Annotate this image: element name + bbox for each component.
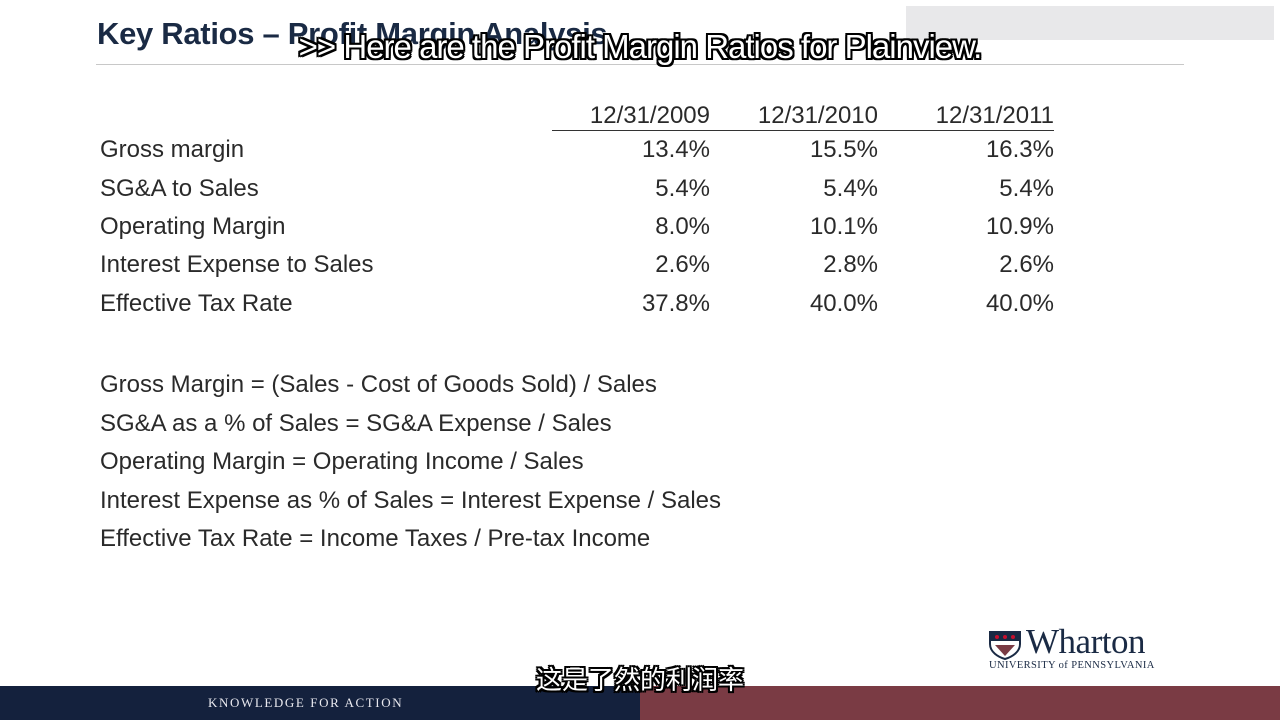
slide-title: Key Ratios – Profit Margin Analysis — [97, 16, 608, 51]
column-header-2009: 12/31/2009 — [552, 98, 710, 131]
formula-list: Gross Margin = (Sales - Cost of Goods So… — [100, 366, 721, 559]
formula-sga: SG&A as a % of Sales = SG&A Expense / Sa… — [100, 409, 612, 437]
logo-institution: UNIVERSITY of PENNSYLVANIA — [989, 660, 1155, 671]
table-cell: 15.5% — [809, 136, 878, 164]
table-cell: 37.8% — [641, 289, 710, 317]
table-row: Interest Expense to Sales 2.6% 2.8% 2.6% — [96, 246, 1054, 284]
watermark-overlay — [906, 6, 1274, 40]
table-cell: 10.9% — [985, 212, 1054, 240]
formula-gross-margin: Gross Margin = (Sales - Cost of Goods So… — [100, 371, 657, 398]
column-header-2011: 12/31/2011 — [878, 98, 1054, 131]
table-cell: 5.4% — [999, 174, 1054, 202]
footer-bar-navy: KNOWLEDGE FOR ACTION — [0, 686, 640, 720]
column-header-2010: 12/31/2010 — [710, 98, 878, 131]
table-cell: 16.3% — [985, 136, 1054, 164]
table-cell: 5.4% — [655, 174, 710, 202]
row-label: Interest Expense to Sales — [100, 251, 374, 279]
table-cell: 2.8% — [823, 251, 878, 279]
row-label: Effective Tax Rate — [100, 289, 293, 317]
table-cell: 2.6% — [999, 251, 1054, 279]
english-subtitle: >> Here are the Profit Margin Ratios for… — [298, 28, 983, 65]
row-label: SG&A to Sales — [100, 174, 259, 202]
formula-operating-margin: Operating Margin = Operating Income / Sa… — [100, 448, 584, 475]
table-cell: 8.0% — [655, 212, 710, 240]
table-row: Gross margin 13.4% 15.5% 16.3% — [96, 131, 1054, 170]
table-row: SG&A to Sales 5.4% 5.4% 5.4% — [96, 169, 1054, 207]
chinese-subtitle: 这是了然的利润率 — [535, 665, 744, 695]
wharton-logo: Wharton UNIVERSITY of PENNSYLVANIA — [988, 622, 1198, 674]
logo-wordmark: Wharton — [1026, 622, 1145, 661]
header-blank — [96, 98, 552, 131]
formula-interest-expense: Interest Expense as % of Sales = Interes… — [100, 486, 722, 514]
table-header-row: 12/31/2009 12/31/2010 12/31/2011 — [96, 98, 1054, 131]
row-label: Gross margin — [100, 135, 245, 163]
table-cell: 40.0% — [809, 289, 878, 317]
footer-bar-maroon — [640, 686, 1280, 720]
ratio-table: 12/31/2009 12/31/2010 12/31/2011 Gross m… — [96, 98, 1054, 323]
footer-tagline: KNOWLEDGE FOR ACTION — [208, 695, 404, 710]
title-divider — [96, 64, 1184, 65]
row-label: Operating Margin — [100, 212, 286, 240]
table-row: Effective Tax Rate 37.8% 40.0% 40.0% — [96, 285, 1054, 323]
table-cell: 40.0% — [985, 289, 1054, 317]
formula-effective-tax-rate: Effective Tax Rate = Income Taxes / Pre-… — [100, 525, 651, 552]
table-cell: 2.6% — [655, 251, 710, 279]
shield-icon — [989, 631, 1021, 660]
table-row: Operating Margin 8.0% 10.1% 10.9% — [96, 208, 1054, 246]
table-cell: 5.4% — [823, 174, 878, 202]
table-cell: 10.1% — [809, 212, 878, 240]
table-cell: 13.4% — [641, 136, 710, 164]
